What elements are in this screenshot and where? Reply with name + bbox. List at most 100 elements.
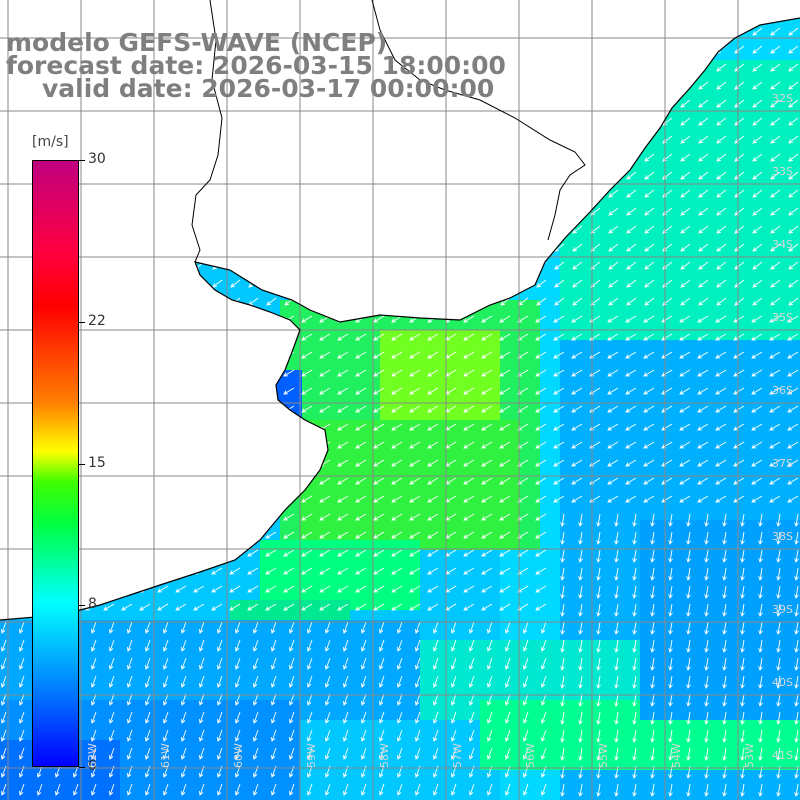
wind-arrow <box>177 10 186 17</box>
wind-arrow <box>468 693 475 706</box>
wind-arrow <box>626 153 637 162</box>
wind-arrow <box>409 459 421 467</box>
wind-arrow <box>571 423 583 431</box>
wind-arrow <box>283 603 295 611</box>
wind-arrow <box>668 675 673 689</box>
wind-arrow <box>680 81 691 90</box>
wind-arrow <box>355 585 367 593</box>
wind-arrow <box>776 513 781 527</box>
wind-arrow <box>787 333 799 341</box>
wind-arrow <box>193 477 205 485</box>
wind-arrow <box>518 279 529 288</box>
wind-arrow <box>85 351 97 359</box>
wind-arrow <box>216 747 223 760</box>
wind-arrow <box>450 693 457 706</box>
wind-arrow <box>266 225 277 234</box>
wind-arrow <box>608 297 619 306</box>
wind-arrow <box>522 693 529 706</box>
wind-arrow <box>571 495 583 503</box>
wind-arrow <box>680 279 691 288</box>
wind-arrow <box>410 153 421 162</box>
wind-arrow <box>722 603 727 617</box>
wind-arrow <box>157 531 169 539</box>
wind-arrow <box>140 297 151 306</box>
legend-tick-label: 0 <box>88 758 97 774</box>
wind-arrow <box>265 333 277 341</box>
wind-arrow <box>463 513 475 521</box>
wind-arrow <box>392 261 403 270</box>
wind-arrow <box>409 405 421 413</box>
wind-arrow <box>643 351 655 359</box>
wind-arrow <box>463 477 475 485</box>
wind-arrow <box>578 639 583 653</box>
wind-arrow <box>319 603 331 611</box>
wind-arrow <box>14 117 25 126</box>
wind-arrow <box>270 639 277 652</box>
wind-arrow <box>320 243 331 252</box>
wind-arrow <box>355 459 367 467</box>
wind-arrow <box>752 225 763 234</box>
wind-arrow <box>14 207 25 216</box>
wind-arrow <box>787 423 799 431</box>
wind-arrow <box>122 117 133 126</box>
wind-arrow <box>758 711 763 725</box>
wind-arrow <box>645 10 654 17</box>
wind-arrow <box>230 153 241 162</box>
wind-arrow <box>499 333 511 341</box>
wind-arrow <box>446 243 457 252</box>
wind-arrow <box>704 657 709 671</box>
wind-arrow <box>716 171 727 180</box>
wind-arrow <box>176 153 187 162</box>
wind-arrow <box>139 567 151 575</box>
wind-arrow <box>266 207 277 216</box>
wind-arrow <box>626 135 637 144</box>
wind-arrow <box>554 297 565 306</box>
latitude-label: 41S <box>772 749 793 762</box>
wind-arrow <box>464 207 475 216</box>
wind-arrow <box>625 387 637 395</box>
wind-arrow <box>625 459 637 467</box>
wind-arrow <box>234 747 241 760</box>
wind-arrow <box>758 693 763 707</box>
wind-arrow <box>396 693 403 706</box>
wind-arrow <box>482 135 493 144</box>
wind-arrow <box>180 639 187 652</box>
wind-arrow <box>283 477 295 485</box>
wind-arrow <box>104 261 115 270</box>
wind-arrow <box>481 459 493 467</box>
wind-arrow <box>662 99 673 108</box>
wind-arrow <box>554 225 565 234</box>
wind-arrow <box>427 477 439 485</box>
wind-arrow <box>140 135 151 144</box>
wind-arrow <box>522 675 529 688</box>
wind-arrow <box>632 585 637 599</box>
wind-arrow <box>626 99 637 108</box>
wind-arrow <box>193 405 205 413</box>
wind-arrow <box>373 459 385 467</box>
wind-arrow <box>776 747 781 761</box>
wind-arrow <box>644 45 655 54</box>
wind-arrow <box>175 315 187 323</box>
wind-arrow <box>596 549 601 563</box>
wind-arrow <box>342 729 349 742</box>
wind-arrow <box>288 783 295 796</box>
wind-arrow <box>378 711 385 724</box>
wind-arrow <box>733 351 745 359</box>
wind-arrow <box>788 207 799 216</box>
wind-arrow <box>650 603 655 617</box>
wind-arrow <box>572 171 583 180</box>
wind-arrow <box>284 117 295 126</box>
wind-arrow <box>373 477 385 485</box>
wind-arrow <box>104 117 115 126</box>
wind-arrow <box>360 729 367 742</box>
wind-arrow <box>319 405 331 413</box>
wind-arrow <box>265 441 277 449</box>
wind-arrow <box>175 477 187 485</box>
wind-arrow <box>740 675 745 689</box>
wind-arrow <box>104 153 115 162</box>
wind-arrow <box>626 243 637 252</box>
wind-arrow <box>608 27 619 36</box>
wind-arrow <box>265 513 277 521</box>
wind-arrow <box>614 711 619 725</box>
wind-arrow <box>686 621 691 635</box>
